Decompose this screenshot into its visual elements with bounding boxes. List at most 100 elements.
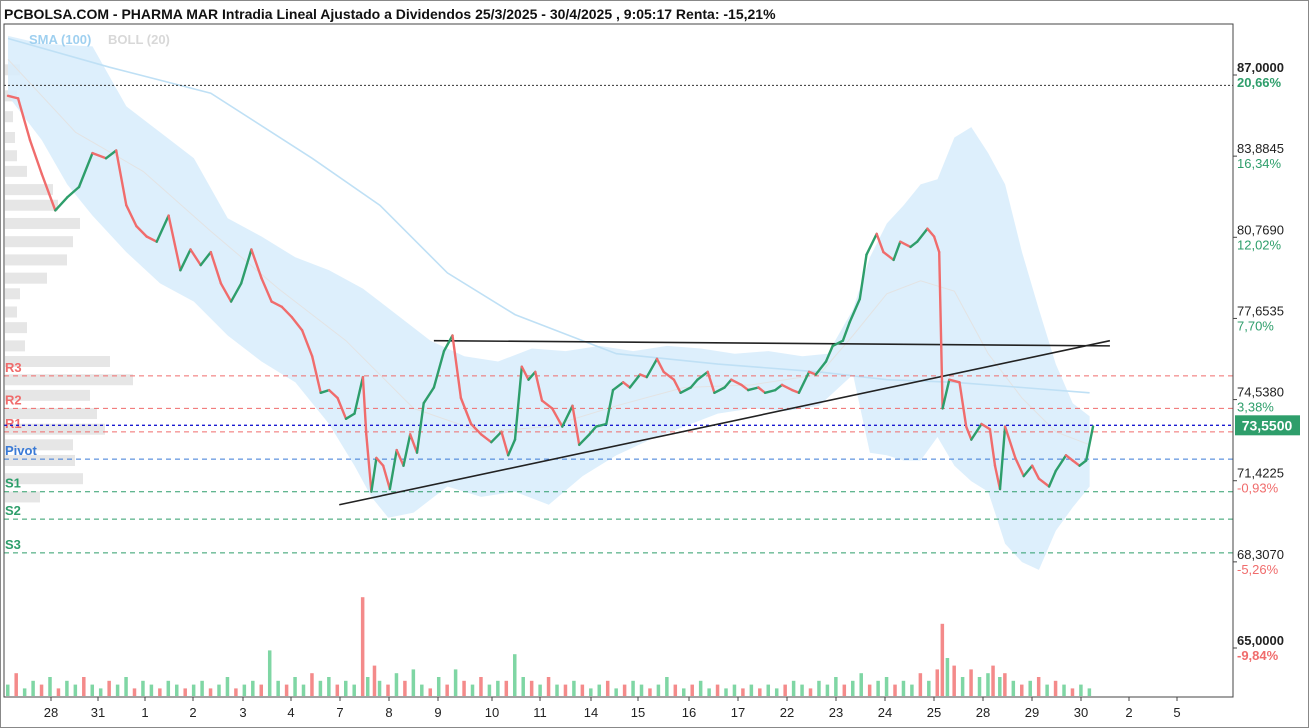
- volume-bar: [998, 677, 1002, 696]
- volume-bar: [301, 684, 306, 696]
- volume-bar: [774, 688, 779, 696]
- volume-bar: [682, 688, 686, 696]
- y-tick-price: 65,0000: [1237, 633, 1284, 648]
- volume-bar: [183, 688, 187, 696]
- price-segment: [916, 227, 929, 243]
- volume-bar: [14, 673, 18, 696]
- price-segment: [1078, 459, 1088, 467]
- volume-bar: [834, 677, 838, 696]
- trendline-2: [339, 339, 1111, 506]
- volume-bar: [783, 684, 787, 696]
- volume-bar: [876, 680, 880, 696]
- y-tick-price: 80,7690: [1237, 222, 1284, 237]
- volume-bar: [107, 680, 111, 696]
- pivot-label-s1: S1: [5, 476, 21, 491]
- price-segment: [490, 430, 503, 444]
- price-segment: [865, 232, 878, 256]
- volume-bar: [952, 665, 956, 696]
- y-tick-price: 68,3070: [1237, 547, 1284, 562]
- volume-bars: [6, 597, 1092, 696]
- volume-bar: [372, 665, 377, 696]
- pivot-label-r2: R2: [5, 392, 22, 407]
- volume-bar: [707, 688, 711, 696]
- volume-bar: [673, 684, 678, 696]
- volume-bar: [487, 684, 492, 696]
- price-segment: [988, 428, 997, 467]
- x-tick-label: 28: [976, 705, 990, 720]
- volume-bar: [1036, 677, 1041, 696]
- volume-bar: [991, 665, 995, 696]
- price-segment: [899, 240, 912, 249]
- volume-bar: [90, 684, 95, 696]
- price-segment: [740, 383, 750, 392]
- trendline-1: [433, 339, 1110, 347]
- price-segment: [622, 381, 632, 389]
- pivot-label-r3: R3: [5, 360, 22, 375]
- volume-bar: [546, 677, 551, 696]
- price-segment: [980, 422, 992, 431]
- volume-bar: [960, 677, 965, 696]
- volume-bar: [365, 677, 370, 696]
- volume-bar: [817, 680, 821, 696]
- price-segment: [1022, 464, 1034, 478]
- current-price-marker: 73,5500: [1235, 415, 1300, 436]
- volume-bar: [293, 677, 297, 696]
- volume-bar: [335, 684, 340, 696]
- volume-bar: [158, 688, 162, 696]
- x-tick-label: 2: [189, 705, 196, 720]
- volume-profile-bar: [5, 236, 73, 248]
- price-segment: [167, 214, 182, 272]
- volume-bar: [969, 669, 973, 696]
- y-tick-percent: 16,34%: [1237, 156, 1282, 171]
- volume-bar: [741, 688, 745, 696]
- current-price-label: 73,5500: [1242, 417, 1293, 433]
- y-tick-price: 74,5380: [1237, 385, 1284, 400]
- x-tick-label: 24: [878, 705, 892, 720]
- volume-bar: [800, 684, 804, 696]
- volume-bar: [234, 688, 238, 696]
- volume-bar: [732, 684, 737, 696]
- y-tick-price: 71,4225: [1237, 466, 1284, 481]
- volume-bar: [428, 688, 433, 696]
- volume-bar: [284, 684, 289, 696]
- volume-bar: [318, 680, 323, 696]
- x-tick-label: 5: [1173, 705, 1180, 720]
- volume-bar: [918, 673, 923, 696]
- volume-bar: [479, 677, 483, 696]
- volume-bar: [436, 677, 441, 696]
- volume-profile-bar: [5, 408, 97, 420]
- volume-profile-bar: [5, 132, 15, 144]
- y-tick-price: 87,0000: [1237, 60, 1284, 75]
- price-segment: [480, 433, 493, 444]
- y-tick-percent: 7,70%: [1237, 318, 1274, 333]
- price-segment: [605, 388, 615, 426]
- volume-bar: [225, 677, 230, 696]
- pivot-label-pivot: Pivot: [5, 443, 37, 458]
- price-segment: [361, 375, 368, 436]
- price-segment: [882, 250, 895, 262]
- price-segment: [941, 378, 951, 410]
- volume-bar: [377, 680, 382, 696]
- volume-bar: [631, 680, 635, 696]
- price-segment: [327, 388, 339, 400]
- volume-bar: [884, 677, 889, 696]
- volume-bar: [1003, 673, 1007, 696]
- price-segment: [54, 196, 69, 212]
- volume-profile: [5, 64, 133, 503]
- price-segment: [892, 240, 902, 262]
- price-segment: [588, 425, 598, 436]
- x-tick-label: 17: [731, 705, 745, 720]
- y-tick-price: 77,6535: [1237, 303, 1284, 318]
- price-segment: [571, 404, 581, 446]
- price-segment: [239, 248, 253, 285]
- current-price-badge: [1235, 415, 1300, 436]
- volume-profile-bar: [5, 473, 83, 485]
- pivot-label-r1: R1: [5, 416, 22, 431]
- volume-bar: [977, 677, 982, 696]
- price-segment: [395, 448, 405, 467]
- price-segment: [513, 365, 523, 441]
- x-tick-label: 4: [287, 705, 294, 720]
- volume-bar: [166, 680, 171, 696]
- price-segment: [402, 433, 412, 467]
